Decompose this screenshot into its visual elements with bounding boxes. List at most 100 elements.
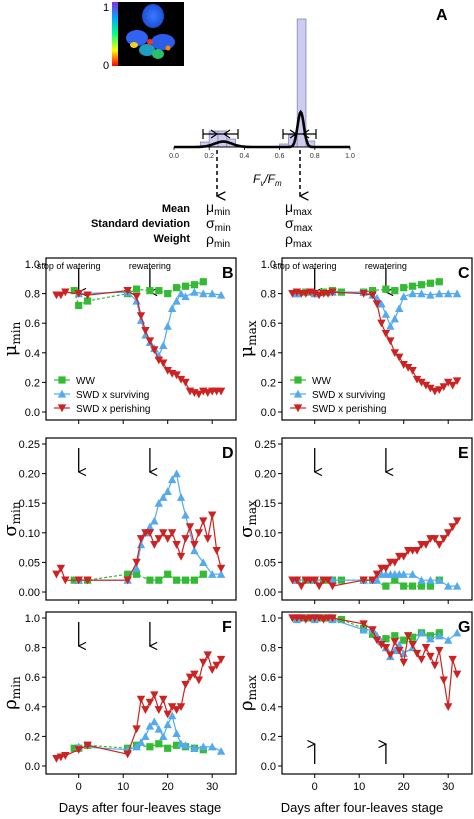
data-point — [439, 383, 448, 392]
data-point — [176, 703, 186, 711]
data-point — [164, 290, 172, 298]
data-point — [167, 703, 177, 711]
data-point — [421, 381, 431, 390]
data-point — [172, 706, 181, 714]
data-point — [159, 359, 168, 368]
data-point — [173, 576, 181, 584]
data-point — [386, 321, 395, 330]
data-point — [417, 582, 426, 590]
panel-letter: C — [458, 265, 470, 282]
panel-letter: B — [222, 265, 234, 282]
data-point — [408, 289, 417, 298]
data-point — [328, 582, 337, 591]
series-swd-x-perishing — [52, 287, 226, 399]
data-point — [400, 636, 408, 644]
data-point — [172, 296, 181, 305]
data-point — [136, 540, 146, 549]
y-axis-label: σmin — [0, 501, 23, 537]
data-point — [199, 517, 208, 526]
data-point — [194, 390, 204, 399]
rho-max-label: ρmax — [285, 231, 312, 250]
y-tick-label: 0.4 — [261, 348, 276, 360]
data-point — [408, 570, 417, 578]
data-point — [150, 516, 159, 525]
spread-bracket-max — [282, 129, 317, 139]
data-point — [390, 558, 399, 567]
data-point — [199, 558, 208, 566]
data-point — [83, 291, 92, 300]
data-point — [190, 744, 199, 752]
data-point — [444, 581, 453, 590]
data-point — [310, 576, 319, 585]
data-point — [382, 582, 390, 590]
data-point — [386, 337, 395, 346]
legend: WW SWD x surviving SWD x perishing — [290, 376, 386, 415]
panel-frame — [281, 437, 473, 601]
data-point — [163, 487, 172, 495]
data-point — [136, 695, 146, 704]
y-tick-label: 0.2 — [25, 731, 40, 743]
data-point — [408, 366, 417, 375]
data-point — [159, 341, 168, 349]
data-point — [163, 710, 172, 719]
data-point — [216, 290, 226, 299]
data-point — [154, 535, 163, 543]
data-point — [141, 706, 150, 714]
data-point — [181, 535, 190, 543]
data-point — [181, 282, 190, 290]
plant-image — [112, 2, 184, 66]
data-point — [444, 378, 453, 387]
data-point — [395, 646, 404, 655]
data-point — [124, 570, 132, 578]
data-point — [452, 289, 462, 298]
data-point — [74, 746, 83, 754]
stat-label-weight: Weight — [154, 233, 191, 245]
data-point — [163, 321, 172, 330]
data-point — [426, 279, 434, 287]
annotation-rewatering: rewatering — [129, 261, 171, 271]
data-point — [368, 630, 377, 638]
data-point — [421, 541, 431, 549]
data-point — [399, 570, 408, 578]
data-point — [417, 378, 426, 387]
panel-a-xlabel: Fv/Fm — [253, 172, 282, 188]
data-point — [328, 614, 337, 623]
data-point — [199, 570, 207, 578]
y-tick-label: 0.6 — [261, 318, 276, 330]
panel-a-x-tick-label: 0.8 — [310, 153, 320, 160]
data-point — [154, 356, 163, 365]
annotation-stop-watering: stop of watering — [37, 261, 101, 271]
panel-a-x-tick-label: 0.0 — [169, 153, 179, 160]
data-point — [391, 576, 399, 584]
data-point — [164, 744, 172, 752]
y-tick-label: 0.6 — [25, 318, 40, 330]
legend-marker — [294, 376, 302, 384]
data-point — [52, 570, 61, 579]
data-point — [185, 523, 195, 532]
data-point — [167, 304, 177, 312]
data-point — [173, 284, 181, 292]
x-tick-label: 20 — [162, 781, 174, 793]
y-tick-label: 0.00 — [19, 587, 40, 599]
data-point — [314, 582, 324, 591]
legend-label: WW — [76, 376, 95, 387]
data-point — [391, 632, 399, 640]
data-point — [328, 288, 337, 297]
panel-a-x-ticks: 0.0 0.2 0.4 0.6 0.8 1.0 — [169, 147, 355, 160]
series-swd-x-perishing — [52, 651, 226, 763]
data-point — [181, 741, 190, 749]
y-tick-label: 0.05 — [255, 557, 276, 569]
data-point — [74, 576, 83, 585]
panel-letter: G — [458, 619, 470, 636]
y-tick-label: 0.0 — [261, 761, 276, 773]
rho-min-label: ρmin — [206, 231, 230, 250]
data-point — [216, 747, 226, 755]
data-point — [181, 576, 190, 584]
data-point — [372, 575, 382, 584]
data-point — [172, 541, 181, 549]
spread-bracket-min — [202, 129, 239, 139]
data-point — [399, 292, 408, 301]
data-point — [391, 287, 399, 295]
